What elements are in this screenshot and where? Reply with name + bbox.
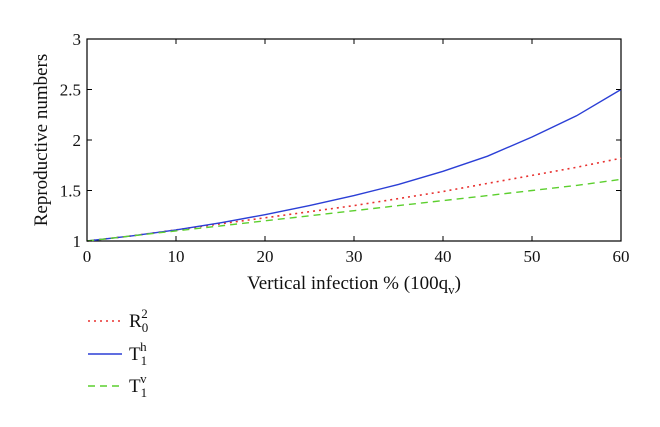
y-tick-label: 3: [73, 30, 82, 49]
legend-entry-r0-squared: R02: [88, 306, 148, 335]
y-tick-label: 2: [73, 131, 82, 150]
legend-label-sub: 1: [141, 353, 148, 368]
legend-label-sup: v: [140, 371, 147, 386]
legend-label-sub: 0: [142, 320, 149, 335]
legend-label-sub: 1: [141, 385, 148, 400]
series-line-t1-v: [86, 178, 622, 242]
x-tick-label: 20: [257, 247, 274, 266]
y-tick-label: 1: [73, 232, 82, 251]
x-tick-label: 0: [83, 247, 92, 266]
legend-label-base: R: [129, 311, 142, 332]
legend-label-sup: 2: [141, 306, 148, 321]
legend-entry-t1-h: T1h: [88, 339, 147, 368]
x-tick-label: 50: [524, 247, 541, 266]
x-axis-label-sub: v: [448, 282, 455, 297]
y-tick-label: 2.5: [60, 81, 81, 100]
x-tick-label: 30: [346, 247, 363, 266]
y-axis-label: Reproductive numbers: [31, 54, 52, 227]
series-layer: [86, 88, 622, 242]
tick-layer: 0 10 20 30 40 50 60 1 1.5 2 2.5 3: [60, 30, 630, 266]
x-tick-label: 60: [613, 247, 630, 266]
series-line-t1-h: [86, 88, 622, 242]
x-axis-label: Vertical infection % (100qv): [247, 273, 461, 297]
x-axis-label-main: Vertical infection % (100q: [247, 273, 449, 294]
legend-label-t1-h: T1h: [129, 339, 147, 368]
legend-label-r0-squared: R02: [129, 306, 148, 335]
legend-label-t1-v: T1v: [129, 371, 147, 400]
legend: R02 T1h T1v: [88, 306, 148, 400]
x-tick-label: 40: [435, 247, 452, 266]
legend-label-base: T: [129, 344, 141, 365]
y-tick-label: 1.5: [60, 182, 81, 201]
x-tick-label: 10: [168, 247, 185, 266]
legend-entry-t1-v: T1v: [88, 371, 147, 400]
legend-label-sup: h: [140, 339, 147, 354]
legend-label-base: T: [129, 376, 141, 397]
x-axis-label-close: ): [455, 273, 461, 294]
series-line-r0-squared: [86, 157, 622, 242]
